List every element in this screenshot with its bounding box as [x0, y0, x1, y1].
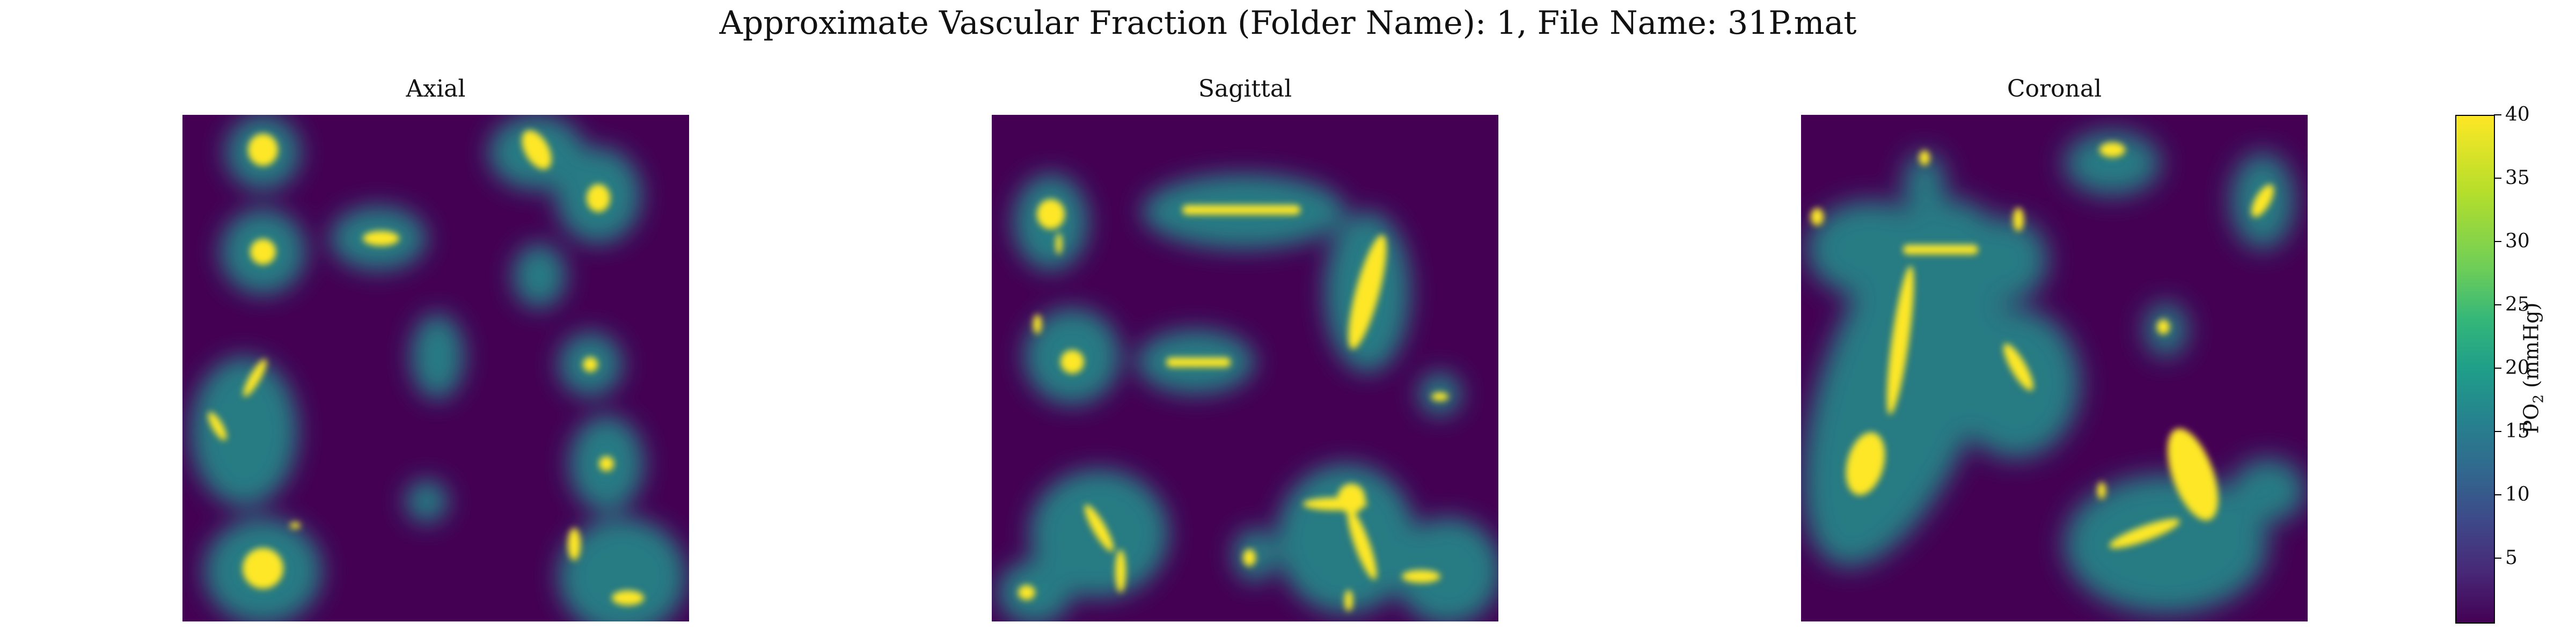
axial-image: [182, 115, 689, 621]
colorbar-tick-label: 20: [2505, 357, 2530, 379]
colorbar-tick-label: 25: [2505, 294, 2530, 316]
colorbar-tick-label: 5: [2505, 547, 2518, 569]
colorbar-tick-label: 35: [2505, 167, 2530, 189]
colorbar-tick: [2494, 431, 2501, 432]
panel-title-coronal: Coronal: [2007, 75, 2102, 103]
coronal-heatmap: [1801, 115, 2308, 621]
figure-suptitle: Approximate Vascular Fraction (Folder Na…: [719, 4, 1857, 42]
colorbar-tick: [2494, 368, 2501, 369]
colorbar-tick: [2494, 304, 2501, 305]
colorbar-tick: [2494, 494, 2501, 495]
colorbar-tick-label: 15: [2505, 420, 2530, 442]
sagittal-heatmap: [992, 115, 1498, 621]
colorbar-tick-label: 30: [2505, 230, 2530, 252]
colorbar-tick: [2494, 114, 2501, 115]
coronal-image: [1801, 115, 2308, 621]
axial-heatmap: [182, 115, 689, 621]
colorbar-tick: [2494, 558, 2501, 559]
sagittal-image: [992, 115, 1498, 621]
colorbar-label: PO2 (mmHg): [2519, 302, 2547, 434]
colorbar: [2455, 115, 2495, 624]
panel-title-axial: Axial: [406, 75, 466, 103]
colorbar-tick: [2494, 178, 2501, 179]
colorbar-tick-label: 10: [2505, 484, 2530, 506]
colorbar-tick: [2494, 241, 2501, 242]
colorbar-tick-label: 40: [2505, 104, 2530, 126]
panel-title-sagittal: Sagittal: [1198, 75, 1292, 103]
